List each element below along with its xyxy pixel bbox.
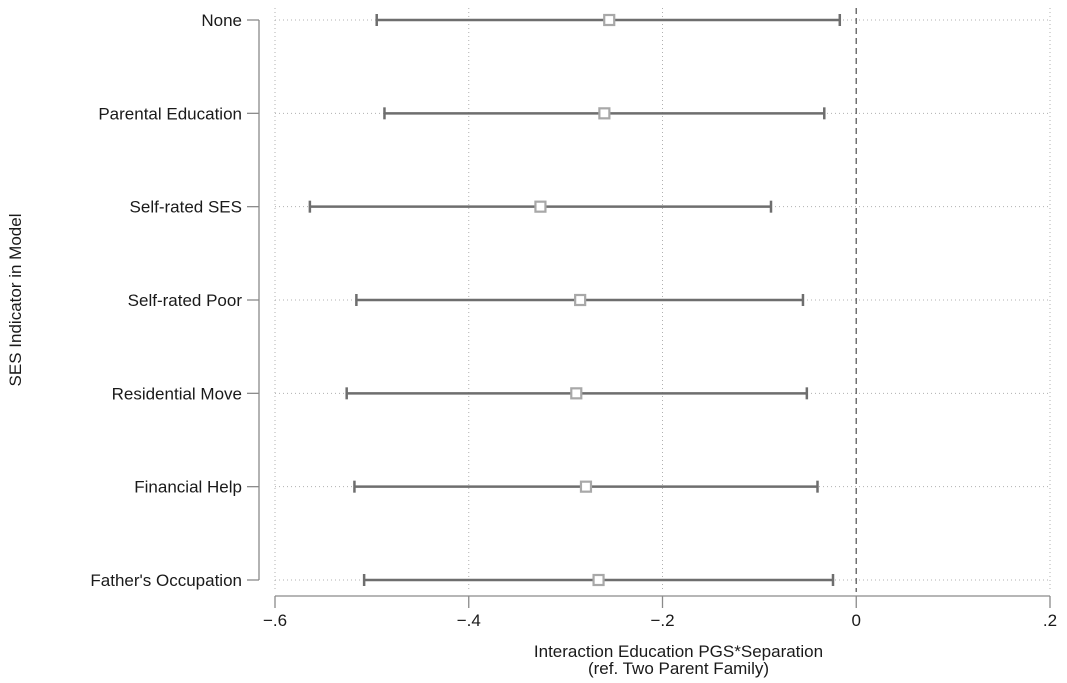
- category-label: Parental Education: [98, 104, 242, 123]
- point-estimate: [534, 200, 547, 213]
- x-tick-label: −.2: [650, 611, 674, 630]
- category-label: Self-rated Poor: [128, 291, 243, 310]
- category-label: Self-rated SES: [130, 198, 242, 217]
- point-estimate: [598, 107, 611, 120]
- point-estimate: [592, 573, 605, 587]
- x-axis-title: Interaction Education PGS*Separation: [534, 642, 823, 661]
- point-estimate: [574, 293, 587, 307]
- marks-layer: [308, 13, 842, 587]
- category-label: Residential Move: [112, 384, 242, 403]
- axis-layer: [247, 19, 1051, 608]
- category-label: Father's Occupation: [90, 571, 242, 590]
- x-tick-label: −.4: [457, 611, 481, 630]
- x-tick-label: −.6: [263, 611, 287, 630]
- point-estimate: [570, 387, 583, 400]
- labels-layer: None Parental Education Self-rated SES Self…: [6, 11, 1057, 678]
- point-estimate: [579, 480, 593, 493]
- category-label: Financial Help: [134, 478, 242, 497]
- y-axis-title: SES Indicator in Model: [6, 214, 25, 387]
- x-tick-label: .2: [1043, 611, 1057, 630]
- x-axis-title: (ref. Two Parent Family): [588, 659, 769, 678]
- x-tick-label: 0: [852, 611, 861, 630]
- category-label: None: [201, 11, 242, 30]
- point-estimate: [603, 13, 616, 27]
